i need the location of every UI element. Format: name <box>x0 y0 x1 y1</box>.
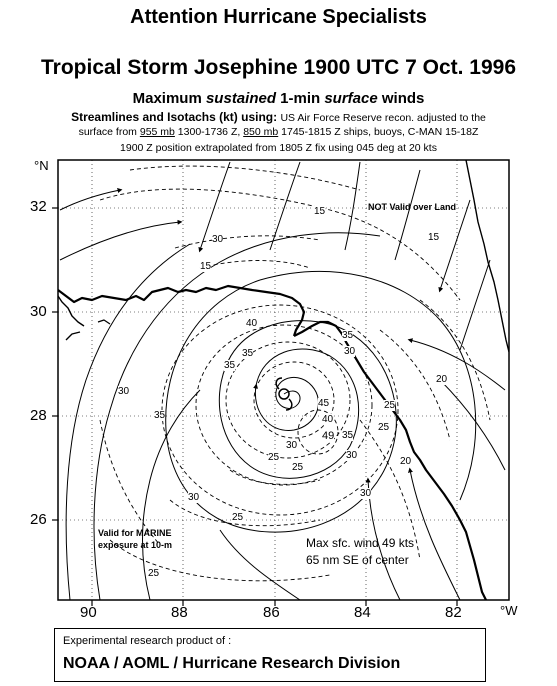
isotach-label: 40 <box>246 318 258 329</box>
lat-label-30: 30 <box>30 303 47 320</box>
isotach-label: 30 <box>286 440 298 451</box>
lon-label-86: 86 <box>263 604 280 621</box>
lat-label-26: 26 <box>30 511 47 528</box>
isotach-label: 30 <box>212 234 224 245</box>
lon-label-90: 90 <box>80 604 97 621</box>
attention-heading: Attention Hurricane Specialists <box>130 6 427 28</box>
isotach-label: 25 <box>232 512 244 523</box>
map-subtitle: Maximum sustained 1-min surface winds <box>0 90 557 107</box>
lat-label-28: 28 <box>30 407 47 424</box>
isotach-label: 30 <box>360 488 372 499</box>
isotach-label: 15 <box>428 232 440 243</box>
isotach-label: 30 <box>346 450 358 461</box>
sources-text: US Air Force Reserve recon. adjusted to … <box>280 112 486 124</box>
lat-lon-grid <box>58 160 509 600</box>
isotach-label: 20 <box>436 374 448 385</box>
isotach-label: 15 <box>314 206 326 217</box>
isotach-label: 25 <box>292 462 304 473</box>
isotach-label: 30 <box>344 346 356 357</box>
isotach-label: 45 <box>318 398 330 409</box>
sources-part: 955 mb <box>139 126 175 138</box>
data-sources-line1: Streamlines and Isotachs (kt) using: US … <box>0 110 557 124</box>
credit-box: Experimental research product of : NOAA … <box>54 628 486 682</box>
isotach-label: 30 <box>188 492 200 503</box>
subtitle-part: winds <box>377 90 425 107</box>
north-label: °N <box>34 158 49 173</box>
sources-part: 1300-1736 Z, <box>174 126 244 138</box>
isotach-label: 35 <box>154 410 166 421</box>
lat-label-32: 32 <box>30 198 47 215</box>
credit-line2: NOAA / AOML / Hurricane Research Divisio… <box>63 655 401 672</box>
credit-line1: Experimental research product of : <box>63 635 232 647</box>
isotach-label: 40 <box>322 414 334 425</box>
isotach-label: 15 <box>200 261 212 272</box>
west-label: °W <box>500 603 518 618</box>
subtitle-part: 1-min <box>276 90 325 107</box>
subtitle-part: sustained <box>205 90 276 107</box>
isotachs <box>99 165 491 582</box>
not-valid-land-note: NOT Valid over Land <box>368 202 457 212</box>
map-frame <box>57 159 510 601</box>
lon-label-82: 82 <box>445 604 462 621</box>
sources-part: 850 mb <box>243 126 279 138</box>
streamlines <box>59 161 506 600</box>
isotach-label: 30 <box>118 386 130 397</box>
storm-center-icon <box>275 377 293 411</box>
max-wind-note: Max sfc. wind 49 kts <box>306 536 415 550</box>
coastline <box>58 160 509 600</box>
subtitle-part: surface <box>324 90 378 107</box>
isotach-label: 25 <box>148 568 160 579</box>
max-wind-location: 65 nm SE of center <box>306 553 409 567</box>
storm-title: Tropical Storm Josephine 1900 UTC 7 Oct.… <box>40 56 516 79</box>
lon-label-84: 84 <box>354 604 371 621</box>
sources-label: Streamlines and Isotachs (kt) using: <box>71 110 281 124</box>
position-note: 1900 Z position extrapolated from 1805 Z… <box>120 142 437 154</box>
isotach-label: 25 <box>378 422 390 433</box>
data-sources-line2: surface from 955 mb 1300-1736 Z, 850 mb … <box>0 126 557 138</box>
isotach-label: 35 <box>342 330 354 341</box>
isotach-label: 20 <box>400 456 412 467</box>
exposure-note: exposure at 10-m <box>98 540 173 550</box>
axis-ticks <box>52 207 458 606</box>
isotach-label: 35 <box>342 430 354 441</box>
isotach-label: 25 <box>268 452 280 463</box>
valid-marine-note: Valid for MARINE <box>98 528 172 538</box>
subtitle-part: Maximum <box>132 90 206 107</box>
isotach-label: 35 <box>242 348 254 359</box>
sources-part: 1745-1815 Z ships, buoys, C-MAN 15-18Z <box>278 126 479 138</box>
isotach-label-max: 49 <box>322 430 335 442</box>
lon-label-88: 88 <box>171 604 188 621</box>
isotach-label: 35 <box>224 360 236 371</box>
sources-part: surface from <box>78 126 140 138</box>
isotach-label: 25 <box>384 400 396 411</box>
